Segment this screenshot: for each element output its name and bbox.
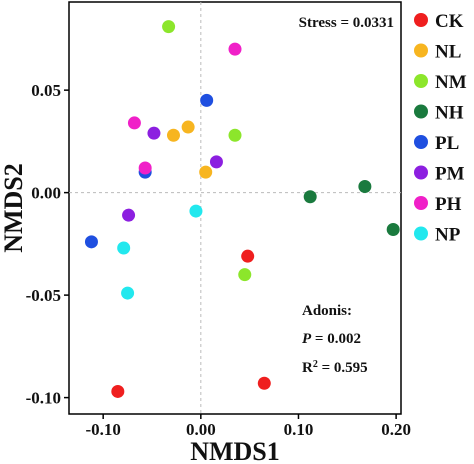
stress-annotation: Stress = 0.0331 bbox=[299, 15, 394, 31]
point-pl bbox=[84, 235, 98, 249]
point-nl bbox=[166, 128, 180, 142]
y-tick-label: 0.05 bbox=[31, 81, 61, 100]
legend-swatch-ck bbox=[414, 13, 428, 27]
point-ck bbox=[111, 384, 125, 398]
point-pl bbox=[200, 93, 214, 107]
point-np bbox=[189, 204, 203, 218]
legend-label-nl: NL bbox=[435, 42, 461, 63]
y-axis-title: NMDS2 bbox=[0, 163, 28, 253]
x-tick-label: 0.20 bbox=[381, 420, 411, 439]
p-value-text: = 0.002 bbox=[311, 331, 361, 347]
legend-swatch-np bbox=[414, 226, 428, 241]
point-ph bbox=[127, 116, 141, 130]
legend-label-ck: CK bbox=[435, 11, 464, 32]
y-tick-label: -0.10 bbox=[26, 389, 61, 408]
x-tick-label: 0.10 bbox=[284, 420, 314, 439]
legend-swatch-pl bbox=[414, 135, 428, 149]
legend-swatch-ph bbox=[414, 196, 428, 210]
point-nm bbox=[228, 128, 242, 142]
point-nl bbox=[199, 165, 213, 179]
x-tick-label: 0.00 bbox=[186, 420, 216, 439]
point-nl bbox=[181, 120, 195, 134]
x-axis-title: NMDS1 bbox=[190, 437, 280, 464]
legend-swatch-nl bbox=[414, 43, 428, 58]
x-tick-label: -0.10 bbox=[85, 420, 120, 439]
r2-symbol: R bbox=[302, 360, 313, 376]
legend: CK NL NM NH PL PM PH NP bbox=[414, 11, 467, 246]
legend-label-np: NP bbox=[435, 225, 461, 246]
y-tick-label: -0.05 bbox=[26, 286, 61, 305]
point-pm bbox=[147, 126, 161, 140]
point-ck bbox=[257, 376, 271, 390]
legend-label-nm: NM bbox=[435, 72, 467, 93]
point-np bbox=[121, 286, 135, 300]
adonis-p-value: P = 0.002 bbox=[302, 331, 361, 347]
r2-superscript: 2 bbox=[313, 359, 318, 370]
legend-swatch-nm bbox=[414, 74, 428, 88]
point-nm bbox=[238, 268, 252, 282]
point-ph bbox=[228, 42, 242, 56]
plot-frame bbox=[68, 1, 402, 415]
axis-ticks: -0.10 0.00 0.10 0.20 0.05 0.00 -0.05 -0.10 bbox=[26, 81, 411, 439]
point-np bbox=[117, 241, 131, 255]
legend-label-pm: PM bbox=[435, 164, 465, 185]
point-nh bbox=[386, 223, 400, 237]
point-nh bbox=[358, 179, 372, 193]
adonis-title: Adonis: bbox=[302, 303, 352, 319]
point-pm bbox=[122, 208, 136, 222]
y-tick-label: 0.00 bbox=[31, 184, 61, 203]
legend-label-ph: PH bbox=[435, 194, 462, 215]
p-symbol: P bbox=[302, 331, 312, 347]
point-nm bbox=[162, 20, 176, 34]
point-nh bbox=[303, 190, 317, 204]
adonis-r2-value: R2 = 0.595 bbox=[302, 359, 368, 377]
point-ph bbox=[138, 161, 152, 175]
point-pm bbox=[209, 155, 223, 169]
legend-label-nh: NH bbox=[435, 103, 464, 124]
data-points bbox=[84, 20, 400, 398]
r2-value-text: = 0.595 bbox=[318, 360, 368, 376]
point-ck bbox=[241, 249, 255, 263]
legend-swatch-pm bbox=[414, 165, 428, 180]
legend-label-pl: PL bbox=[435, 133, 459, 154]
legend-swatch-nh bbox=[414, 104, 428, 119]
